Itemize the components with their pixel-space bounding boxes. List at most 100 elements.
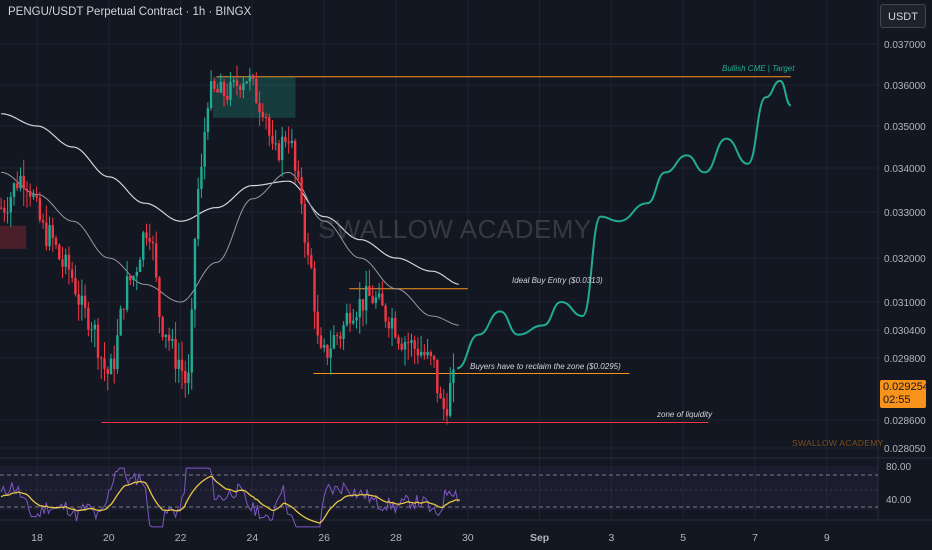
- candle-body: [419, 351, 423, 356]
- ma200-line: [1, 113, 459, 285]
- rsi-panel: 80.00 40.00: [0, 457, 932, 528]
- price-tick-label: 0.029800: [884, 354, 926, 365]
- candle-body: [184, 370, 187, 384]
- candle-body: [145, 232, 148, 238]
- candle-body: [452, 369, 455, 383]
- candle-body: [374, 297, 378, 304]
- candle-body: [277, 143, 281, 161]
- candle-body: [132, 276, 135, 281]
- candle-body: [293, 140, 297, 171]
- price-tick-label: 0.035000: [884, 122, 926, 133]
- candle-body: [112, 358, 116, 370]
- candle-body: [449, 382, 452, 416]
- price-tick-label: 0.032000: [884, 254, 926, 265]
- time-tick-label: 20: [103, 532, 115, 544]
- candle-body: [342, 325, 345, 339]
- candle-body: [348, 312, 352, 324]
- target-annotation: Bullish CME | Target: [722, 64, 795, 73]
- candle-body: [238, 86, 242, 90]
- time-tick-label: 7: [752, 532, 758, 544]
- candle-body: [407, 342, 410, 344]
- candle-body: [177, 359, 181, 369]
- candle-body: [326, 344, 329, 358]
- candle-body: [87, 307, 90, 330]
- candle-body: [41, 220, 45, 223]
- price-tick-label: 0.033000: [884, 208, 926, 219]
- price-tick-label: 0.030400: [884, 326, 926, 337]
- candle-body: [310, 255, 313, 268]
- candle-body: [54, 237, 58, 245]
- candle-body: [22, 175, 25, 189]
- candle-body: [268, 117, 271, 136]
- candle-body: [290, 140, 294, 144]
- candle-body: [251, 75, 255, 79]
- rsi-band: [0, 466, 878, 510]
- candle-body: [193, 238, 197, 310]
- candle-body: [19, 175, 22, 189]
- candle-body: [400, 343, 403, 350]
- candle-body: [9, 196, 12, 213]
- candle-body: [93, 324, 96, 330]
- candle-body: [151, 241, 155, 244]
- candle-body: [116, 335, 119, 370]
- candle-body: [119, 308, 122, 336]
- candle-body: [355, 317, 358, 321]
- candle-body: [284, 136, 287, 143]
- candle-body: [180, 359, 184, 371]
- candle-body: [365, 285, 368, 311]
- candle-body: [61, 259, 64, 267]
- candle-body: [397, 337, 400, 344]
- candle-body: [319, 335, 323, 348]
- candle-body: [67, 254, 71, 270]
- candle-body: [345, 312, 349, 326]
- chart-title[interactable]: PENGU/USDT Perpetual Contract · 1h · BIN…: [8, 6, 252, 18]
- candle-body: [313, 267, 316, 312]
- candle-body: [303, 203, 307, 243]
- candle-body: [171, 338, 174, 341]
- candle-body: [135, 271, 139, 277]
- last-price-badge: 0.029254 02:55: [880, 380, 929, 408]
- candle-body: [196, 189, 200, 239]
- candle-body: [219, 81, 223, 93]
- moving-averages: [1, 113, 459, 326]
- candle-body: [232, 80, 235, 82]
- candle-body: [245, 81, 248, 84]
- candle-body: [209, 81, 213, 109]
- candle-body: [222, 81, 226, 96]
- candle-body: [235, 80, 239, 87]
- candle-body: [138, 259, 142, 272]
- candle-body: [442, 398, 445, 410]
- currency-button[interactable]: USDT: [880, 4, 926, 28]
- time-tick-label: 30: [462, 532, 474, 544]
- level-lines: [0, 76, 791, 424]
- candle-body: [377, 293, 381, 298]
- candle-body: [45, 222, 48, 247]
- candle-body: [158, 277, 161, 317]
- candle-body: [368, 285, 371, 296]
- candle-body: [109, 358, 113, 375]
- candle-body: [287, 142, 290, 144]
- candle-body: [51, 225, 54, 238]
- candle-body: [83, 295, 87, 308]
- candle-body: [32, 194, 35, 197]
- price-tick-label: 0.034000: [884, 164, 926, 175]
- candlesticks: [0, 65, 455, 425]
- candle-body: [6, 212, 9, 214]
- ma100-line: [1, 171, 459, 326]
- price-axis: 0.037000 0.036000 0.035000 0.034000 0.033000…: [877, 0, 926, 520]
- candle-body: [48, 225, 51, 247]
- candle-body: [164, 334, 168, 338]
- candle-body: [371, 295, 374, 304]
- candle-body: [429, 351, 433, 357]
- candle-body: [203, 132, 206, 167]
- price-tick-label: 0.028050: [884, 444, 926, 455]
- candle-body: [3, 207, 6, 213]
- candle-body: [306, 242, 310, 256]
- bar-countdown: 02:55: [883, 394, 911, 406]
- candle-body: [226, 95, 229, 100]
- watermark: SWALLOW ACADEMY: [318, 214, 592, 244]
- time-tick-label: 26: [318, 532, 330, 544]
- candle-body: [403, 342, 407, 350]
- candle-body: [35, 194, 38, 198]
